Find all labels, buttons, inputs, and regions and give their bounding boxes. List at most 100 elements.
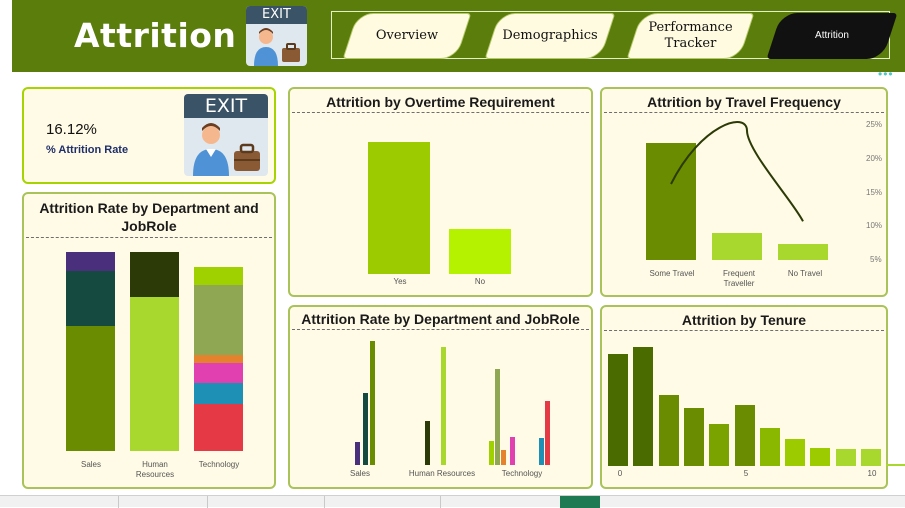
taskbar-divider	[118, 496, 119, 508]
overtime-bar[interactable]	[368, 142, 430, 274]
tab-demographics[interactable]: Demographics	[484, 13, 616, 59]
stacked-bar-segment[interactable]	[130, 252, 179, 298]
chart-title: Attrition by Overtime Requirement	[326, 94, 555, 110]
grouped-bar[interactable]	[510, 436, 515, 465]
y-tick-label: 25%	[866, 120, 883, 129]
tenure-bar[interactable]	[734, 404, 755, 466]
travel-line-series[interactable]	[670, 121, 804, 222]
title-divider	[292, 112, 589, 113]
tick-label: No	[474, 277, 486, 286]
overtime-bar[interactable]	[449, 229, 511, 274]
tick-label: Human Resources	[135, 460, 175, 479]
stacked-bar-segment[interactable]	[130, 297, 179, 451]
travel-bar[interactable]	[646, 142, 696, 260]
tick-label: Frequent Traveller	[722, 269, 756, 288]
taskbar-active-app[interactable]	[560, 496, 600, 508]
y-tick-label: 20%	[866, 154, 883, 163]
title-divider	[292, 329, 589, 330]
y-tick-label: 15%	[866, 188, 883, 197]
tick-label: Yes	[393, 277, 407, 286]
title-divider	[26, 237, 272, 238]
chart-dept-grouped: Attrition Rate by Department and JobRole…	[288, 305, 593, 489]
tenure-bar[interactable]	[886, 463, 905, 466]
chart-tenure: Attrition by Tenure 0 5 10	[600, 305, 905, 489]
y-tick-label: 5%	[870, 255, 882, 264]
taskbar-divider	[324, 496, 325, 508]
tenure-bar[interactable]	[709, 424, 730, 466]
attrition-rate-value: 16.12%	[46, 121, 97, 138]
grouped-bar[interactable]	[501, 449, 506, 465]
header-bar: Attrition EXIT	[12, 0, 905, 72]
tenure-bar[interactable]	[759, 427, 780, 466]
chart-title: Attrition by Tenure	[681, 312, 807, 328]
tick-label: Technology	[198, 460, 240, 469]
tenure-bar[interactable]	[608, 354, 628, 466]
grouped-bar[interactable]	[545, 401, 550, 465]
grouped-bar[interactable]	[441, 347, 446, 465]
tenure-bar[interactable]	[861, 448, 881, 466]
tick-label: Some Travel	[649, 269, 695, 278]
tick-label: 5	[743, 469, 749, 478]
stacked-bar-segment[interactable]	[194, 266, 243, 285]
tick-label: Human Resources	[408, 469, 476, 478]
taskbar-divider	[440, 496, 441, 508]
tenure-bar[interactable]	[683, 408, 704, 466]
stacked-bar-segment[interactable]	[66, 325, 115, 451]
plot-area	[602, 337, 905, 466]
stacked-bar-segment[interactable]	[194, 284, 243, 355]
grouped-bar[interactable]	[489, 440, 494, 465]
title-divider	[604, 330, 884, 331]
tenure-bar[interactable]	[658, 394, 679, 466]
tab-overview[interactable]: Overview	[342, 13, 472, 59]
stacked-bar-segment[interactable]	[194, 383, 243, 404]
chart-title: Attrition by Travel Frequency	[647, 94, 841, 110]
tick-label: No Travel	[787, 269, 823, 278]
grouped-bar[interactable]	[425, 421, 430, 465]
left-strip	[0, 0, 12, 495]
tick-label: 10	[867, 469, 877, 478]
attrition-rate-label: % Attrition Rate	[46, 144, 129, 156]
chart-overtime: Attrition by Overtime Requirement Yes No	[288, 87, 593, 297]
plot-area	[290, 337, 591, 465]
chart-travel: Attrition by Travel Frequency 25% 20% 15…	[600, 87, 888, 297]
grouped-bar[interactable]	[495, 369, 500, 465]
tick-label: Sales	[349, 469, 370, 478]
tenure-bar[interactable]	[835, 448, 856, 466]
grouped-bar[interactable]	[355, 441, 360, 465]
stacked-bar-segment[interactable]	[194, 362, 243, 384]
tab-performance-tracker[interactable]: Performance Tracker	[626, 13, 755, 59]
stacked-bar-segment[interactable]	[194, 354, 243, 363]
travel-line-layer	[670, 121, 804, 222]
taskbar	[0, 495, 905, 508]
grouped-bar[interactable]	[363, 393, 368, 465]
taskbar-divider	[207, 496, 208, 508]
tab-attrition[interactable]: Attrition	[766, 13, 898, 59]
plot-area	[24, 246, 274, 451]
exit-icon: EXIT	[246, 6, 307, 66]
travel-bar[interactable]	[778, 244, 828, 260]
stacked-bar-segment[interactable]	[66, 252, 115, 271]
stacked-bar-segment[interactable]	[66, 270, 115, 326]
grouped-bar[interactable]	[539, 438, 544, 465]
chart-title: Attrition Rate by Department and JobRole	[301, 311, 580, 327]
tenure-bar[interactable]	[633, 346, 654, 466]
plot-area	[290, 119, 591, 274]
tick-label: Sales	[80, 460, 101, 469]
tick-label: Technology	[501, 469, 543, 478]
y-tick-label: 10%	[866, 221, 883, 230]
chart-dept-stacked: Attrition Rate by Department and JobRole…	[22, 192, 276, 489]
more-options-icon[interactable]: •••	[878, 67, 894, 81]
title-divider	[604, 112, 884, 113]
page-title: Attrition	[74, 16, 237, 55]
stacked-bar-segment[interactable]	[194, 403, 243, 451]
chart-title: Attrition Rate by Department and JobRole	[39, 200, 259, 234]
tenure-bar[interactable]	[810, 447, 831, 466]
travel-bar[interactable]	[712, 233, 762, 260]
tick-label: 0	[617, 469, 623, 478]
grouped-bar[interactable]	[370, 340, 375, 465]
kpi-card: 16.12% % Attrition Rate EXIT	[22, 87, 276, 184]
tenure-bar[interactable]	[785, 438, 806, 466]
exit-icon: EXIT	[184, 94, 268, 176]
plot-area	[602, 116, 886, 266]
